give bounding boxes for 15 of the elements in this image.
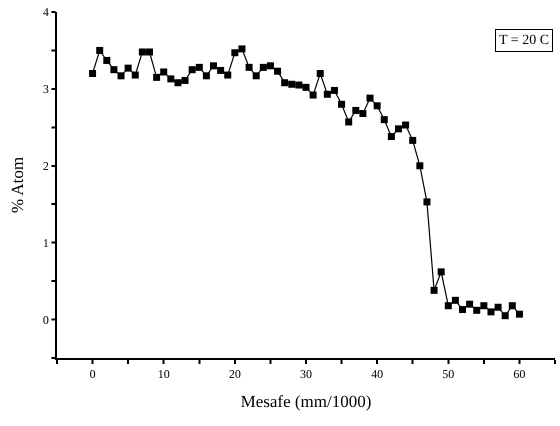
- y-tick-label: 3: [42, 82, 49, 96]
- x-tick-label: 20: [228, 367, 241, 382]
- x-tick-label: 40: [371, 367, 384, 382]
- y-axis-title: % Atom: [8, 156, 27, 214]
- y-tick-label: 4: [42, 5, 49, 20]
- x-axis-title: Mesafe (mm/1000): [240, 392, 372, 412]
- x-tick-label: 60: [513, 367, 526, 382]
- x-tick-label: 0: [90, 367, 96, 382]
- x-tick-label: 10: [158, 367, 170, 382]
- y-tick-label: 0: [42, 312, 49, 327]
- y-tick-label: 1: [42, 236, 49, 250]
- annotation: T = 20 C: [499, 33, 550, 48]
- x-tick-label: 30: [300, 367, 312, 382]
- y-tick-label: 2: [42, 158, 49, 173]
- x-tick-label: 50: [442, 367, 454, 382]
